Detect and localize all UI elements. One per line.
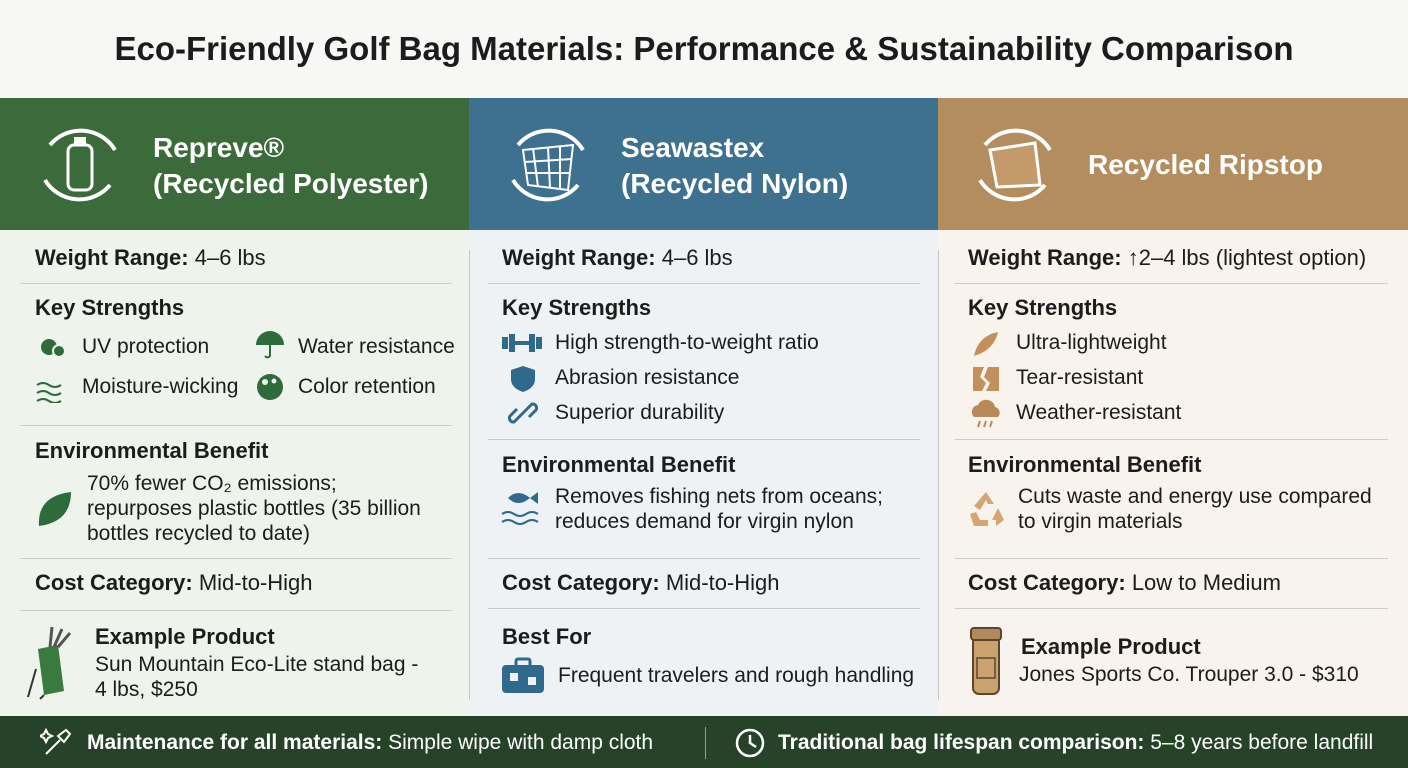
divider (488, 439, 920, 440)
strength: UV protection (82, 335, 210, 358)
heading: Key Strengths (502, 295, 652, 320)
value: Mid-to-High (665, 570, 780, 595)
value: 4–6 lbs (661, 245, 733, 270)
heading: Environmental Benefit (502, 452, 736, 477)
heading: Example Product (1021, 634, 1201, 659)
material-subname: (Recycled Nylon) (621, 168, 849, 199)
heading: Key Strengths (35, 295, 185, 320)
divider (488, 608, 920, 609)
value: Low to Medium (1131, 570, 1281, 595)
cost: Cost Category: Mid-to-High (502, 570, 780, 596)
icon (971, 399, 1000, 428)
label: Cost Category: (35, 570, 193, 595)
icon (970, 492, 1004, 526)
icon (511, 366, 535, 392)
divider (20, 610, 452, 611)
header-bg (469, 98, 938, 230)
icon (735, 728, 765, 758)
column-bg (469, 230, 938, 716)
weight: Weight Range: 4–6 lbs (35, 245, 266, 271)
material-name: Recycled Ripstop (1088, 149, 1323, 180)
divider (955, 439, 1388, 440)
value: Mid-to-High (198, 570, 313, 595)
header-icon (43, 128, 117, 202)
divider (488, 558, 920, 559)
weight: Weight Range: 4–6 lbs (502, 245, 733, 271)
cost: Cost Category: Low to Medium (968, 570, 1281, 596)
separator (469, 250, 470, 700)
separator (705, 727, 706, 759)
icon (970, 627, 1002, 695)
cost: Cost Category: Mid-to-High (35, 570, 313, 596)
strength: Weather-resistant (1016, 401, 1182, 424)
value: 4–6 lbs (194, 245, 266, 270)
footer-bg (0, 716, 1408, 768)
footer-note: Traditional bag lifespan comparison: 5–8… (778, 731, 1373, 755)
icon (256, 331, 284, 359)
benefit-text: Removes fishing nets from oceans; reduce… (555, 485, 883, 533)
value: ↑2–4 lbs (lightest option) (1127, 245, 1367, 270)
icon (501, 492, 539, 525)
label: Cost Category: (968, 570, 1126, 595)
label: Weight Range: (968, 245, 1122, 270)
label: Weight Range: (502, 245, 656, 270)
label: Cost Category: (502, 570, 660, 595)
header-icon (978, 128, 1052, 202)
icon (502, 334, 542, 352)
separator (938, 250, 939, 700)
icon (257, 374, 283, 400)
heading: Example Product (95, 624, 275, 649)
label: Maintenance for all materials: (87, 731, 383, 754)
label: Weight Range: (35, 245, 189, 270)
material-name: Repreve® (153, 132, 285, 163)
icon (502, 657, 544, 693)
icon (974, 332, 998, 356)
divider (955, 283, 1388, 284)
icon (973, 367, 999, 391)
header-bg (0, 98, 469, 230)
heading: Environmental Benefit (968, 452, 1202, 477)
divider (20, 425, 452, 426)
material-name: Seawastex (621, 132, 765, 163)
column-bg (938, 230, 1408, 716)
icon (27, 626, 72, 700)
strength: Tear-resistant (1016, 366, 1144, 389)
strength: Abrasion resistance (555, 366, 740, 389)
icon (36, 382, 62, 403)
best-for-text: Frequent travelers and rough handling (558, 664, 915, 687)
strength: Ultra-lightweight (1016, 331, 1167, 354)
divider (20, 283, 452, 284)
material-subname: (Recycled Polyester) (153, 168, 429, 199)
strength: Moisture-wicking (82, 375, 239, 398)
strength: Color retention (298, 375, 436, 398)
value: Simple wipe with damp cloth (388, 731, 654, 754)
header-icon (511, 128, 585, 202)
icon (38, 492, 71, 526)
product-text: Sun Mountain Eco-Lite stand bag - 4 lbs,… (95, 653, 419, 701)
heading: Key Strengths (968, 295, 1118, 320)
title: Eco-Friendly Golf Bag Materials: Perform… (114, 30, 1294, 67)
column-bg (0, 230, 469, 716)
icon (41, 339, 66, 358)
strength: Superior durability (555, 401, 725, 424)
weight: Weight Range: ↑2–4 lbs (lightest option) (968, 245, 1366, 271)
divider (20, 558, 452, 559)
value: 5–8 years before landfill (1150, 731, 1374, 754)
strength: Water resistance (298, 335, 455, 358)
heading: Best For (502, 624, 592, 649)
benefit-text: 70% fewer CO₂ emissions; repurposes plas… (87, 472, 421, 545)
divider (955, 558, 1388, 559)
label: Traditional bag lifespan comparison: (778, 731, 1145, 754)
heading: Environmental Benefit (35, 438, 269, 463)
product-text: Jones Sports Co. Trouper 3.0 - $310 (1019, 663, 1359, 686)
divider (955, 608, 1388, 609)
icon (40, 727, 72, 755)
icon (508, 402, 538, 424)
divider (488, 283, 920, 284)
strength: High strength-to-weight ratio (555, 331, 819, 354)
benefit-text: Cuts waste and energy use compared to vi… (1018, 485, 1372, 533)
footer-note: Maintenance for all materials: Simple wi… (87, 731, 653, 755)
